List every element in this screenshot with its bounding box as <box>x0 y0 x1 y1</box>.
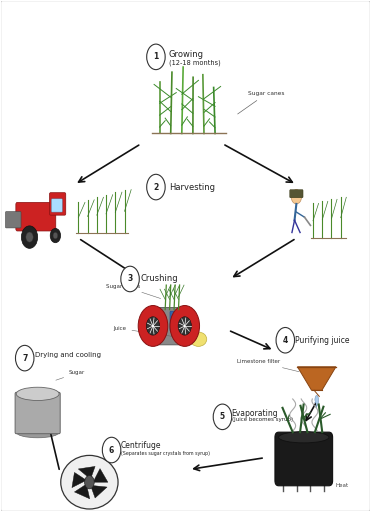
Text: Heat: Heat <box>335 483 348 488</box>
FancyBboxPatch shape <box>49 193 66 215</box>
Circle shape <box>170 306 200 347</box>
Ellipse shape <box>16 387 59 400</box>
Text: Centrifuge: Centrifuge <box>121 441 161 451</box>
Circle shape <box>22 226 37 248</box>
Circle shape <box>276 328 295 353</box>
FancyBboxPatch shape <box>16 202 56 231</box>
FancyBboxPatch shape <box>15 392 60 434</box>
Circle shape <box>138 306 168 347</box>
FancyBboxPatch shape <box>170 311 179 331</box>
Text: Evaporating: Evaporating <box>232 409 278 418</box>
Circle shape <box>178 317 191 335</box>
FancyBboxPatch shape <box>6 211 21 228</box>
Circle shape <box>213 404 232 430</box>
FancyBboxPatch shape <box>290 189 303 198</box>
Ellipse shape <box>190 332 207 347</box>
Circle shape <box>53 232 58 239</box>
Polygon shape <box>78 466 95 479</box>
Circle shape <box>147 44 165 70</box>
Polygon shape <box>72 473 86 487</box>
Ellipse shape <box>279 432 329 443</box>
Text: Sugar canes: Sugar canes <box>106 284 161 298</box>
Text: 3: 3 <box>127 274 133 284</box>
Text: 1: 1 <box>153 52 158 61</box>
Polygon shape <box>93 468 108 482</box>
Text: Sugar canes: Sugar canes <box>238 91 285 114</box>
Text: Limestone filter: Limestone filter <box>236 359 299 372</box>
Circle shape <box>102 437 121 463</box>
Polygon shape <box>291 463 300 481</box>
Circle shape <box>121 266 139 292</box>
Polygon shape <box>298 367 336 390</box>
Text: (Juice becomes syrup): (Juice becomes syrup) <box>232 417 293 422</box>
Circle shape <box>147 174 165 200</box>
Circle shape <box>26 232 33 242</box>
Polygon shape <box>285 466 293 481</box>
Polygon shape <box>299 465 308 481</box>
Text: Harvesting: Harvesting <box>169 183 215 191</box>
Text: Growing: Growing <box>169 50 204 59</box>
Circle shape <box>85 476 94 489</box>
Polygon shape <box>75 484 90 499</box>
Text: Juice: Juice <box>114 326 196 340</box>
Circle shape <box>16 346 34 371</box>
Text: Crushing: Crushing <box>140 274 178 284</box>
Text: 5: 5 <box>220 412 225 421</box>
FancyBboxPatch shape <box>275 432 333 486</box>
Ellipse shape <box>16 426 59 438</box>
Text: 2: 2 <box>153 183 158 191</box>
Circle shape <box>291 189 302 204</box>
Text: (Separates sugar crystals from syrup): (Separates sugar crystals from syrup) <box>121 451 210 456</box>
Text: Drying and cooling: Drying and cooling <box>35 352 101 357</box>
Text: 7: 7 <box>22 354 27 362</box>
Text: Purifying juice: Purifying juice <box>295 336 349 345</box>
Text: 4: 4 <box>283 336 288 345</box>
FancyBboxPatch shape <box>151 308 185 345</box>
Polygon shape <box>314 467 323 481</box>
Text: 6: 6 <box>109 445 114 455</box>
Text: (12-18 months): (12-18 months) <box>169 59 221 66</box>
Circle shape <box>50 228 60 243</box>
Circle shape <box>146 317 160 335</box>
Ellipse shape <box>61 455 118 509</box>
Polygon shape <box>91 485 107 498</box>
Polygon shape <box>315 395 319 408</box>
Polygon shape <box>307 464 316 481</box>
Text: Sugar: Sugar <box>56 371 85 380</box>
FancyBboxPatch shape <box>51 199 62 212</box>
